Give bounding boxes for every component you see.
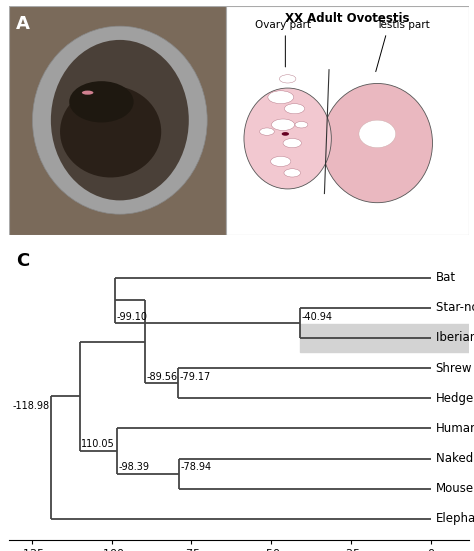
Text: A: A bbox=[17, 15, 30, 33]
Text: -78.94: -78.94 bbox=[181, 462, 211, 472]
Text: 110.05: 110.05 bbox=[81, 440, 115, 450]
Text: -118.98: -118.98 bbox=[12, 401, 49, 411]
Ellipse shape bbox=[244, 88, 331, 189]
Text: C: C bbox=[16, 252, 29, 270]
Circle shape bbox=[284, 169, 301, 177]
Circle shape bbox=[279, 75, 296, 83]
Circle shape bbox=[284, 104, 305, 114]
Circle shape bbox=[282, 132, 289, 136]
FancyBboxPatch shape bbox=[226, 6, 469, 235]
FancyBboxPatch shape bbox=[9, 6, 226, 235]
Ellipse shape bbox=[60, 86, 161, 177]
Circle shape bbox=[272, 119, 294, 131]
Text: -40.94: -40.94 bbox=[302, 312, 333, 322]
Text: Testis part: Testis part bbox=[376, 20, 429, 30]
Ellipse shape bbox=[51, 40, 189, 201]
Ellipse shape bbox=[82, 90, 93, 95]
Ellipse shape bbox=[32, 26, 207, 214]
Text: Elephant: Elephant bbox=[436, 512, 474, 525]
Text: Naked mole-rat: Naked mole-rat bbox=[436, 452, 474, 465]
Text: Star-nosed mole: Star-nosed mole bbox=[436, 301, 474, 314]
Text: Ovary part: Ovary part bbox=[255, 20, 311, 30]
Text: Shrew: Shrew bbox=[436, 361, 472, 375]
Text: Iberian mole: Iberian mole bbox=[436, 331, 474, 344]
Text: -99.10: -99.10 bbox=[116, 312, 147, 322]
Ellipse shape bbox=[69, 81, 134, 122]
Text: Bat: Bat bbox=[436, 271, 456, 284]
Bar bbox=[300, 323, 469, 352]
Circle shape bbox=[268, 91, 293, 104]
Circle shape bbox=[260, 128, 274, 136]
Text: -98.39: -98.39 bbox=[118, 462, 149, 472]
Ellipse shape bbox=[322, 83, 432, 203]
Text: Mouse: Mouse bbox=[436, 482, 474, 495]
Circle shape bbox=[271, 156, 291, 166]
Text: XX Adult Ovotestis: XX Adult Ovotestis bbox=[285, 12, 410, 25]
Text: Hedgehog: Hedgehog bbox=[436, 392, 474, 404]
Ellipse shape bbox=[359, 120, 396, 148]
Text: -89.56: -89.56 bbox=[146, 371, 178, 382]
Text: Human: Human bbox=[436, 422, 474, 435]
Circle shape bbox=[295, 122, 308, 128]
Circle shape bbox=[283, 138, 301, 148]
Text: -79.17: -79.17 bbox=[180, 371, 211, 382]
